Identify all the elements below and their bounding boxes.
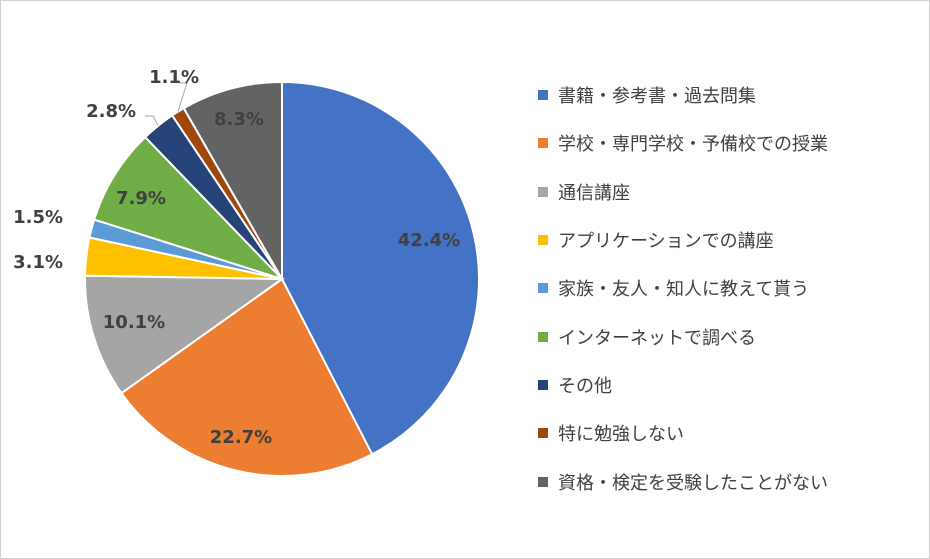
- legend-item: その他: [538, 361, 828, 409]
- legend-swatch: [538, 90, 548, 101]
- data-label: 8.3%: [214, 109, 264, 130]
- legend-item: インターネットで調べる: [538, 312, 828, 360]
- legend-item: 特に勉強しない: [538, 409, 828, 457]
- data-label: 3.1%: [13, 252, 63, 273]
- legend-label: インターネットで調べる: [558, 327, 756, 349]
- legend-label: 学校・専門学校・予備校での授業: [558, 134, 828, 156]
- legend-item: 学校・専門学校・予備校での授業: [538, 119, 828, 167]
- legend-label: 書籍・参考書・過去問集: [558, 86, 756, 108]
- leader-line: [145, 115, 159, 126]
- legend-swatch: [538, 428, 548, 439]
- pie-slice: [182, 80, 283, 283]
- legend-swatch: [538, 283, 548, 294]
- legend: 書籍・参考書・過去問集学校・専門学校・予備校での授業 通信講座アプリケーションでの…: [538, 71, 828, 506]
- data-label: 22.7%: [210, 427, 272, 448]
- data-label: 7.9%: [116, 188, 166, 209]
- legend-swatch: [538, 379, 548, 390]
- legend-swatch: [538, 138, 548, 149]
- legend-label: アプリケーションでの講座: [558, 231, 774, 253]
- legend-label: その他: [558, 375, 612, 397]
- data-label: 42.4%: [398, 230, 460, 251]
- pie-slice: [84, 274, 286, 395]
- legend-item: 資格・検定を受験したことがない: [538, 457, 828, 505]
- legend-label: 特に勉強しない: [558, 424, 684, 446]
- legend-item: アプリケーションでの講座: [538, 216, 828, 264]
- data-label: 10.1%: [103, 312, 165, 333]
- legend-swatch: [538, 476, 548, 487]
- leader-line: [177, 82, 188, 112]
- legend-label: 家族・友人・知人に教えて貰う: [558, 279, 810, 301]
- legend-swatch: [538, 235, 548, 246]
- pie-slice: [281, 80, 480, 456]
- legend-item: 家族・友人・知人に教えて貰う: [538, 264, 828, 312]
- pie-chart: 42.4% 22.7% 10.1% 3.1% 1.5% 7.9% 2.8% 1.1% 8.3%: [13, 67, 480, 477]
- legend-label: 通信講座: [558, 182, 630, 204]
- legend-label: 資格・検定を受験したことがない: [558, 472, 828, 494]
- legend-item: 書籍・参考書・過去問集: [538, 71, 828, 119]
- pie-slice: [92, 135, 283, 280]
- data-label: 1.1%: [149, 67, 199, 88]
- pie-slice: [120, 277, 374, 477]
- data-label: 2.8%: [86, 101, 136, 122]
- legend-swatch: [538, 186, 548, 197]
- data-label: 1.5%: [13, 207, 63, 228]
- legend-item: 通信講座: [538, 168, 828, 216]
- legend-swatch: [538, 331, 548, 342]
